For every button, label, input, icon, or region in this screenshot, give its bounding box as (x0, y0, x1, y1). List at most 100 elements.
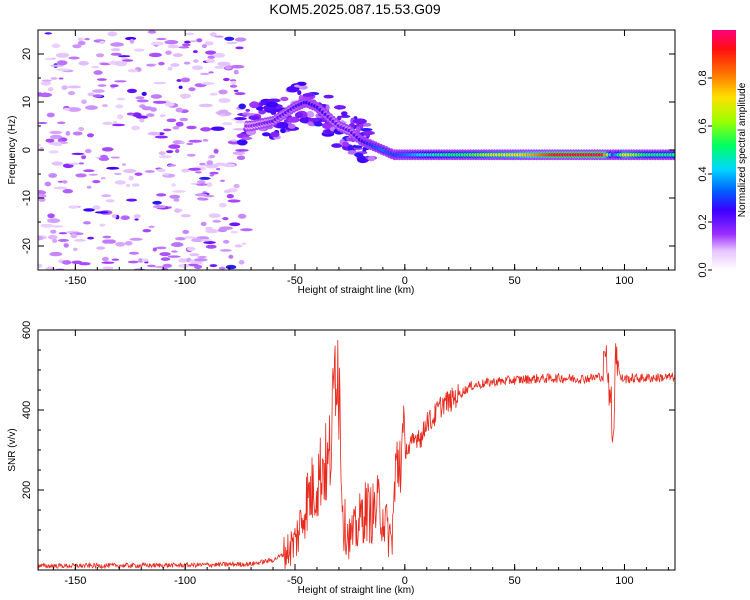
noise-blob (208, 71, 214, 74)
noise-blob (51, 57, 56, 60)
noise-blob (235, 149, 249, 152)
noise-blob (200, 127, 212, 132)
noise-blob (229, 222, 241, 227)
snr-panel: -150 -100 -50 0 50 100 200 400 600 Height of str… (7, 321, 676, 596)
noise-blob (122, 59, 134, 62)
x-tick-label: -50 (287, 575, 303, 587)
noise-blob (199, 176, 211, 180)
noise-blob (191, 238, 205, 243)
noise-blob (169, 194, 181, 199)
noise-blob (209, 154, 216, 159)
noise-blob (214, 65, 226, 69)
noise-blob (234, 92, 246, 96)
y-tick-label: 10 (21, 96, 33, 108)
signal-blob (314, 122, 323, 127)
noise-blob (218, 109, 229, 113)
noise-blob (118, 55, 131, 58)
noise-blob (95, 211, 109, 214)
noise-blob (56, 60, 68, 66)
noise-blob (101, 104, 109, 108)
x-tick-label: 0 (402, 275, 408, 287)
noise-blob (234, 37, 247, 42)
noise-blob (196, 38, 203, 43)
noise-blob (205, 50, 217, 55)
noise-blob (188, 139, 203, 143)
noise-blob (97, 84, 107, 87)
noise-blob (220, 113, 227, 117)
noise-blob (233, 89, 239, 92)
noise-blob (115, 241, 126, 247)
signal-blob (307, 118, 320, 122)
noise-blob (109, 84, 119, 88)
noise-blob (153, 81, 167, 85)
noise-blob (87, 236, 94, 240)
noise-blob (116, 97, 126, 101)
noise-blob (230, 80, 237, 85)
noise-blob (107, 31, 118, 37)
noise-blob (51, 161, 63, 166)
signal-blob (352, 145, 363, 149)
noise-blob (156, 193, 167, 197)
noise-blob (106, 166, 120, 170)
noise-blob (194, 84, 207, 87)
noise-blob (134, 172, 143, 176)
noise-blob (171, 242, 184, 248)
noise-blob (228, 254, 234, 259)
noise-blob (139, 118, 145, 123)
noise-blob (120, 215, 130, 220)
noise-blob (167, 44, 179, 49)
noise-blob (170, 63, 180, 67)
noise-blob (129, 38, 135, 44)
signal-blob (352, 118, 367, 125)
y-tick-label: 0 (21, 147, 33, 153)
noise-blob (219, 226, 233, 230)
noise-blob (40, 223, 53, 228)
x-tick-label: -50 (287, 275, 303, 287)
noise-blob (155, 246, 167, 250)
noise-blob (113, 172, 123, 175)
noise-blob (45, 138, 55, 143)
noise-blob (205, 182, 213, 188)
noise-blob (171, 183, 176, 187)
noise-blob (150, 94, 163, 99)
noise-blob (50, 229, 57, 234)
noise-blob (159, 252, 171, 257)
x-tick-label: 100 (615, 275, 633, 287)
noise-blob (61, 85, 68, 90)
signal-blob (305, 111, 315, 118)
noise-blob (147, 30, 157, 34)
signal-blob (355, 126, 361, 133)
noise-blob (224, 189, 231, 194)
noise-blob (49, 150, 59, 154)
noise-blob (218, 202, 227, 208)
signal-blob (234, 117, 247, 121)
noise-blob (144, 170, 155, 173)
noise-blob (102, 121, 113, 125)
noise-blob (213, 148, 219, 154)
noise-blob (75, 173, 87, 178)
noise-blob (204, 41, 214, 46)
noise-blob (98, 156, 110, 161)
noise-blob (180, 214, 191, 218)
noise-blob (111, 48, 121, 52)
noise-blob (224, 36, 235, 41)
noise-blob (68, 205, 79, 209)
noise-blob (110, 156, 121, 159)
noise-blob (38, 193, 47, 199)
spectrogram-xlabel: Height of straight line (km) (298, 285, 415, 296)
signal-blob (241, 136, 253, 140)
noise-blob (218, 266, 226, 270)
noise-blob (230, 64, 245, 69)
noise-blob (179, 141, 185, 144)
noise-blob (200, 239, 213, 242)
noise-blob (112, 123, 125, 127)
noise-blob (186, 142, 194, 146)
noise-blob (235, 120, 247, 124)
x-tick-label: 100 (615, 575, 633, 587)
noise-blob (219, 249, 232, 252)
noise-blob (67, 107, 81, 112)
noise-blob (167, 206, 172, 209)
signal-blob (294, 112, 304, 119)
noise-blob (126, 112, 135, 116)
signal-blob (256, 106, 264, 111)
